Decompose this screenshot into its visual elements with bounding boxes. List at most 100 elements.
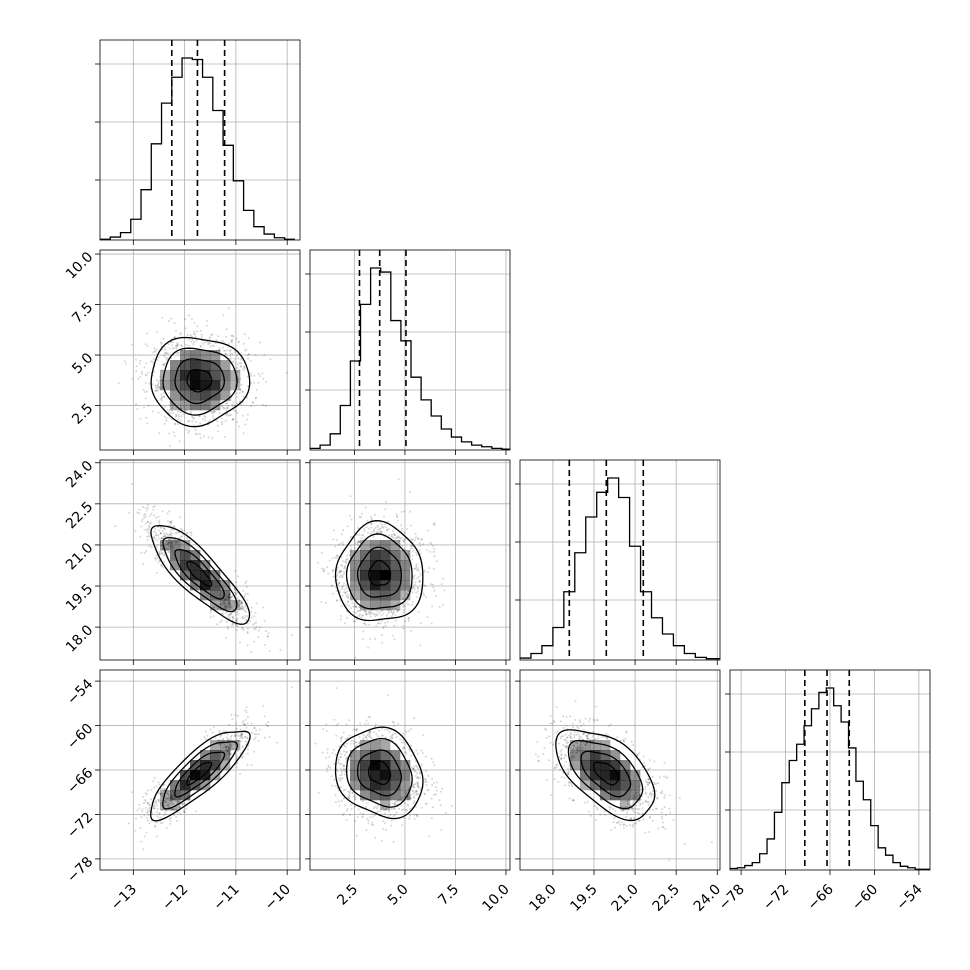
scatter-point bbox=[134, 358, 137, 361]
scatter-point bbox=[383, 523, 386, 526]
scatter-point bbox=[250, 650, 253, 653]
scatter-point bbox=[345, 562, 348, 564]
density-cell bbox=[200, 360, 211, 371]
scatter-point bbox=[663, 796, 666, 799]
scatter-point bbox=[139, 535, 142, 538]
scatter-point bbox=[124, 362, 127, 365]
scatter-point bbox=[228, 601, 231, 604]
scatter-point bbox=[576, 751, 579, 754]
scatter-point bbox=[661, 790, 663, 793]
scatter-point bbox=[416, 781, 419, 784]
scatter-point bbox=[151, 360, 154, 363]
scatter-point bbox=[145, 362, 148, 365]
scatter-point bbox=[411, 789, 414, 792]
scatter-point bbox=[427, 788, 430, 791]
scatter-point bbox=[165, 801, 168, 804]
scatter-point bbox=[170, 521, 172, 524]
scatter-point bbox=[229, 349, 232, 352]
scatter-point bbox=[412, 789, 414, 792]
scatter-point bbox=[669, 811, 672, 814]
scatter-point bbox=[409, 510, 411, 513]
scatter-point bbox=[594, 737, 597, 740]
scatter-point bbox=[266, 724, 269, 727]
scatter-point bbox=[396, 609, 399, 612]
scatter-point bbox=[389, 735, 392, 738]
scatter-point bbox=[168, 404, 171, 407]
scatter-point bbox=[168, 534, 171, 537]
scatter-point bbox=[364, 736, 367, 739]
scatter-point bbox=[194, 432, 197, 435]
scatter-point bbox=[172, 347, 174, 350]
scatter-point bbox=[349, 814, 351, 816]
scatter-point bbox=[599, 813, 602, 816]
scatter-point bbox=[164, 352, 166, 355]
scatter-point bbox=[191, 339, 194, 341]
density-cell bbox=[580, 740, 591, 751]
scatter-point bbox=[159, 526, 162, 529]
density-cell bbox=[160, 540, 171, 551]
scatter-point bbox=[254, 736, 257, 739]
scatter-point bbox=[226, 406, 229, 409]
density-cell bbox=[400, 570, 411, 581]
scatter-point bbox=[387, 610, 390, 613]
scatter-point bbox=[384, 736, 387, 739]
density-cell bbox=[350, 580, 361, 591]
scatter-point bbox=[331, 784, 334, 787]
scatter-point bbox=[235, 753, 238, 756]
scatter-point bbox=[266, 725, 269, 728]
scatter-point bbox=[415, 566, 418, 569]
scatter-point bbox=[231, 403, 234, 406]
scatter-point bbox=[155, 389, 158, 392]
scatter-point bbox=[344, 804, 347, 807]
scatter-point bbox=[340, 737, 342, 739]
scatter-point bbox=[232, 360, 235, 363]
scatter-point bbox=[239, 728, 242, 731]
scatter-point bbox=[425, 596, 428, 599]
scatter-point bbox=[354, 820, 357, 823]
scatter-point bbox=[159, 532, 162, 535]
scatter-point bbox=[228, 600, 231, 603]
scatter-point bbox=[358, 741, 361, 744]
scatter-point bbox=[386, 728, 389, 731]
scatter-point bbox=[136, 408, 139, 410]
scatter-point bbox=[418, 772, 421, 775]
scatter-point bbox=[418, 575, 420, 578]
scatter-point bbox=[240, 403, 242, 406]
scatter-point bbox=[647, 796, 650, 799]
scatter-point bbox=[647, 769, 650, 771]
scatter-point bbox=[369, 730, 372, 733]
scatter-point bbox=[239, 365, 242, 368]
x-tick-label: 10.0 bbox=[479, 882, 512, 915]
scatter-point bbox=[613, 817, 616, 820]
scatter-point bbox=[436, 781, 439, 784]
scatter-point bbox=[142, 506, 145, 509]
density-cell bbox=[390, 560, 401, 571]
scatter-point bbox=[225, 328, 228, 331]
scatter-point bbox=[352, 728, 355, 731]
density-cell bbox=[370, 780, 381, 791]
scatter-point bbox=[181, 535, 184, 538]
scatter-point bbox=[571, 757, 574, 759]
scatter-point bbox=[586, 737, 589, 740]
scatter-point bbox=[657, 827, 660, 830]
scatter-point bbox=[392, 610, 395, 613]
scatter-point bbox=[367, 715, 370, 718]
scatter-point bbox=[175, 808, 178, 811]
scatter-point bbox=[156, 386, 159, 389]
scatter-point bbox=[193, 330, 196, 333]
scatter-point bbox=[252, 623, 255, 626]
scatter-point bbox=[232, 418, 235, 421]
scatter-point bbox=[157, 561, 160, 564]
scatter-point bbox=[356, 744, 359, 747]
scatter-point bbox=[232, 748, 235, 751]
scatter-point bbox=[258, 728, 261, 731]
scatter-point bbox=[208, 420, 211, 422]
scatter-point bbox=[148, 514, 151, 517]
scatter-point bbox=[364, 611, 367, 614]
scatter-point bbox=[411, 603, 414, 606]
density-cell bbox=[200, 370, 211, 381]
scatter-point bbox=[224, 419, 227, 422]
density-cell bbox=[370, 750, 381, 761]
scatter-point bbox=[242, 342, 245, 345]
scatter-point bbox=[340, 574, 342, 577]
